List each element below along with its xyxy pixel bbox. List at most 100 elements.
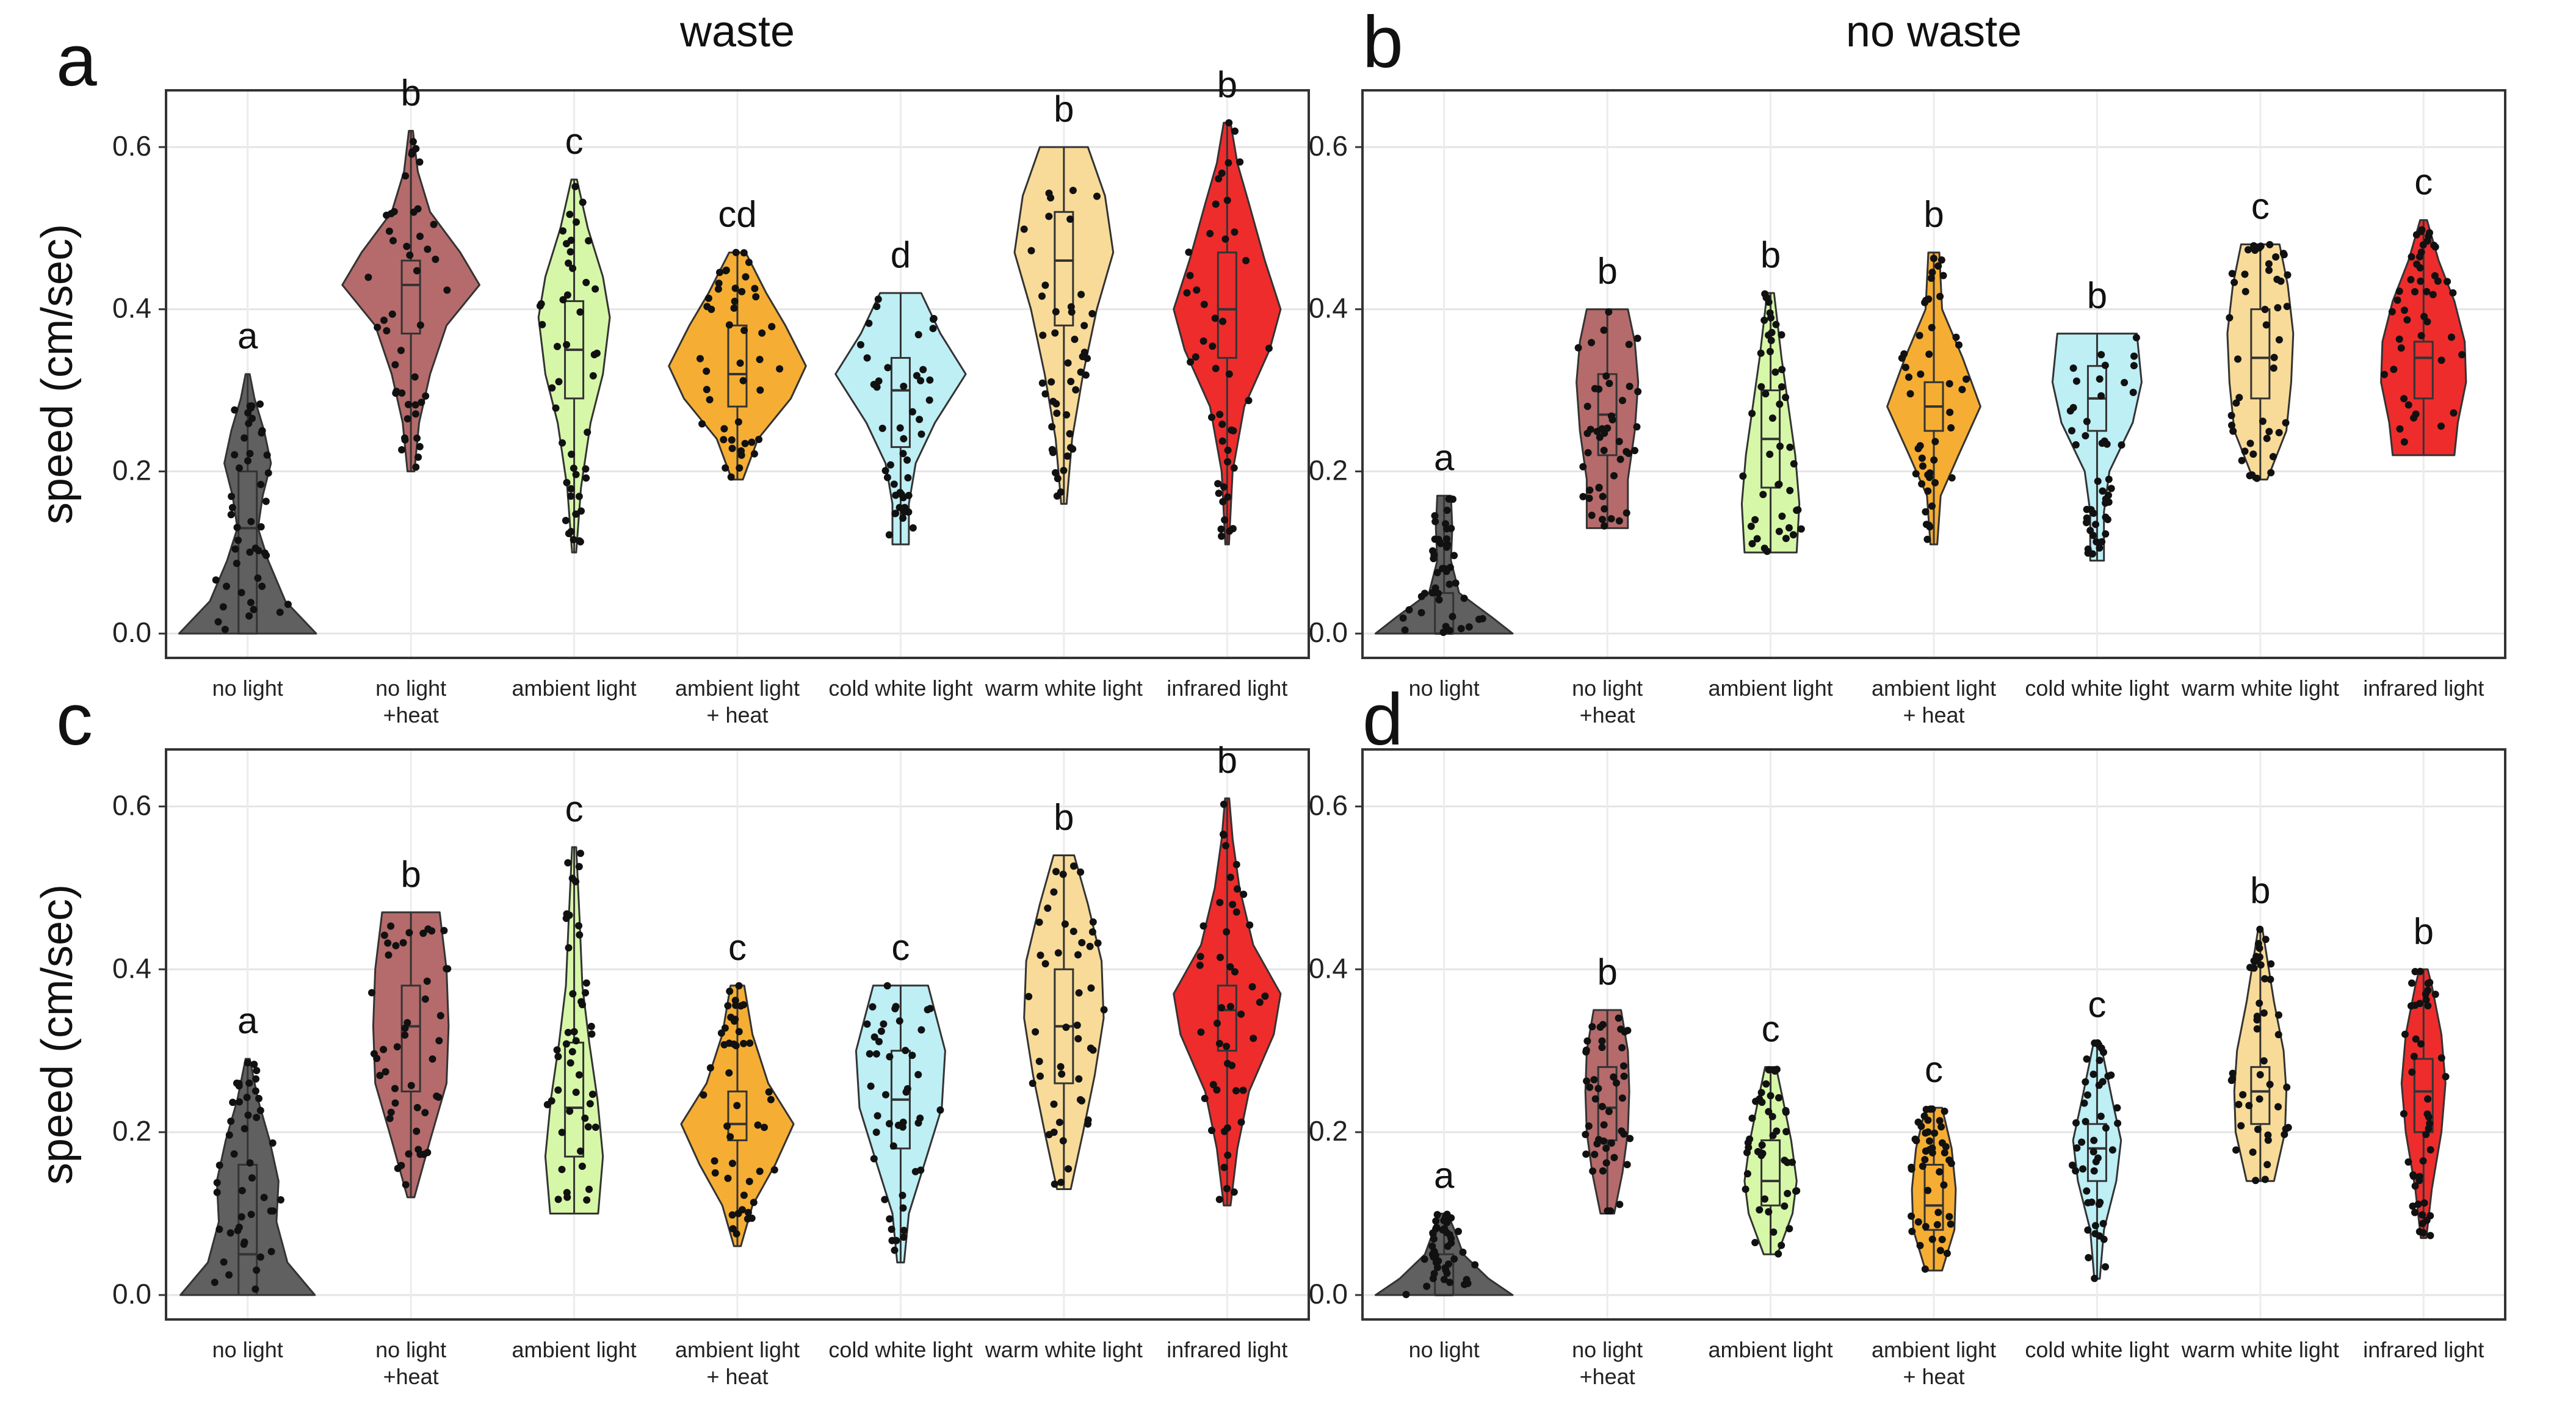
panel-c-obs-point <box>1220 831 1227 838</box>
panel-d-obs-point <box>2422 990 2429 998</box>
panel-b-obs-point <box>1584 449 1592 457</box>
panel-a-obs-point <box>582 278 590 286</box>
panel-a-obs-point <box>1080 322 1088 330</box>
panel-b-title: no waste <box>1846 7 2022 56</box>
panel-b-obs-point <box>2259 417 2267 425</box>
panel-a-obs-point <box>768 323 776 331</box>
panel-a-obs-point <box>1079 353 1087 361</box>
panel-b-obs-point <box>2266 240 2274 248</box>
panel-b-obs-point <box>1600 327 1608 334</box>
panel-c-obs-point <box>252 1075 260 1083</box>
panel-c-obs-point <box>1051 1180 1058 1188</box>
panel-d-obs-point <box>1455 1227 1462 1235</box>
panel-c-obs-point <box>267 1247 275 1255</box>
panel-a-obs-point <box>704 294 712 302</box>
panel-c-obs-point <box>892 1003 900 1011</box>
panel-d-obs-point <box>1583 1037 1591 1045</box>
panel-c-obs-point <box>1074 951 1082 959</box>
panel-b-obs-point <box>2449 289 2457 297</box>
panel-d-obs-point <box>2256 999 2263 1007</box>
panel-a-obs-point <box>570 536 577 544</box>
panel-a-obs-point <box>228 503 236 511</box>
panel-a-obs-point <box>364 273 372 281</box>
panel-b-obs-point <box>1789 531 1797 539</box>
panel-b-sig-letter: b <box>2087 275 2107 316</box>
panel-d-obs-point <box>1757 1089 1765 1097</box>
panel-b-obs-point <box>2235 394 2243 402</box>
panel-d-obs-point <box>2422 1130 2430 1138</box>
panel-b-obs-point <box>1775 527 1783 535</box>
panel-c-obs-point <box>1218 1004 1226 1012</box>
panel-d-obs-point <box>1582 1130 1590 1138</box>
panel-b-obs-point <box>2098 439 2106 447</box>
panel-a-obs-point <box>1063 411 1071 419</box>
panel-a-obs-point <box>870 381 878 388</box>
panel-c-obs-point <box>1208 1127 1215 1135</box>
panel-b-obs-point <box>1918 480 1926 488</box>
panel-d-obs-point <box>2229 1069 2237 1077</box>
panel-a-obs-point <box>559 439 566 447</box>
panel-a-obs-point <box>418 399 425 406</box>
panel-b-obs-point <box>2396 425 2404 433</box>
panel-a-obs-point <box>247 518 255 525</box>
panel-a-obs-point <box>572 471 580 478</box>
panel-c-sig-letter: b <box>1217 740 1237 781</box>
panel-c-obs-point <box>892 1236 900 1244</box>
panel-a-obs-point <box>245 419 253 427</box>
panel-a-obs-point <box>416 158 424 166</box>
panel-c-obs-point <box>900 1227 908 1235</box>
panel-c-obs-point <box>1035 1058 1043 1066</box>
panel-c-obs-point <box>1223 1185 1231 1193</box>
panel-a-obs-point <box>930 315 938 322</box>
panel-c-obs-point <box>435 1037 443 1045</box>
panel-b-obs-point <box>1586 486 1594 494</box>
panel-a-obs-point <box>1225 370 1233 378</box>
panel-b-obs-point <box>1631 447 1638 455</box>
panel-d-obs-point <box>2283 1083 2291 1091</box>
panel-b-violin <box>1576 308 1640 529</box>
panel-c-obs-point <box>572 1088 580 1096</box>
panel-a-obs-point <box>413 267 421 275</box>
panel-a-obs-point <box>1186 272 1194 280</box>
panel-c-obs-point <box>886 1120 893 1128</box>
panel-d-obs-point <box>1446 1279 1453 1286</box>
panel-b-obs-point <box>1760 316 1768 324</box>
panel-a-obs-point <box>579 198 587 206</box>
panel-a-obs-point <box>707 305 715 313</box>
panel-b-obs-point <box>1757 383 1765 391</box>
panel-b-obs-point <box>1443 543 1451 551</box>
panel-d-obs-point <box>2245 1102 2253 1110</box>
panel-a-obs-point <box>714 285 722 293</box>
panel-b-violin <box>2226 243 2295 481</box>
panel-b-obs-point <box>1634 388 1642 395</box>
panel-d-obs-point <box>1924 1186 1932 1194</box>
panel-b-obs-point <box>1919 462 1927 470</box>
panel-a-obs-point <box>409 138 417 146</box>
panel-c-obs-point <box>1196 961 1204 969</box>
panel-b-xtick-label: +heat <box>1580 702 1635 727</box>
panel-d-obs-point <box>2082 1078 2089 1086</box>
panel-c-obs-point <box>899 1191 906 1199</box>
panel-b-obs-point <box>2426 229 2433 237</box>
panel-b-obs-point <box>2275 428 2283 436</box>
panel-d-obs-point <box>2267 960 2275 968</box>
panel-a-obs-point <box>1218 532 1226 540</box>
panel-b-obs-point <box>1600 447 1608 454</box>
panel-a-obs-point <box>741 439 749 447</box>
panel-a-obs-point <box>1067 378 1075 386</box>
panel-a-obs-point <box>1041 281 1049 289</box>
panel-a-obs-point <box>236 464 243 472</box>
panel-c-obs-point <box>882 1091 889 1099</box>
panel-a-obs-point <box>1218 420 1226 428</box>
panel-c-obs-point <box>387 922 395 930</box>
panel-a-obs-point <box>247 599 255 607</box>
panel-a-obs-point <box>443 286 451 294</box>
panel-b-obs-point <box>2244 246 2252 254</box>
panel-a-obs-point <box>730 304 738 312</box>
panel-d-obs-point <box>2095 1200 2103 1208</box>
panel-c-obs-point <box>1250 1034 1257 1042</box>
panel-a-obs-point <box>569 264 577 272</box>
panel-a-xtick-label: no light <box>375 676 446 701</box>
panel-c-obs-point <box>572 1037 580 1045</box>
panel-b-obs-point <box>1928 269 1936 276</box>
